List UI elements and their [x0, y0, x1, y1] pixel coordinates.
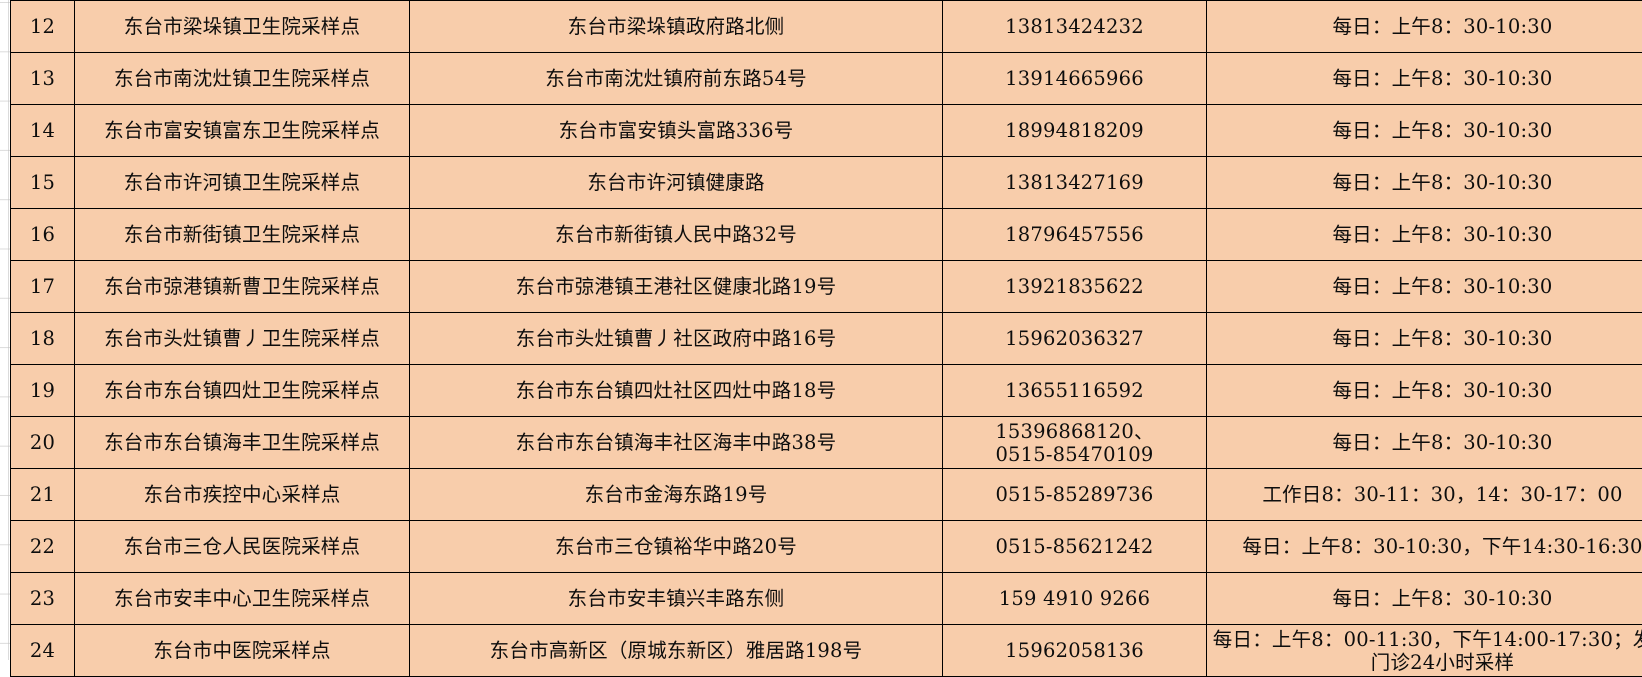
cell-phone[interactable]: 0515-85621242 — [943, 521, 1207, 573]
cell-address[interactable]: 东台市富安镇头富路336号 — [410, 105, 943, 157]
cell-index[interactable]: 15 — [11, 157, 75, 209]
cell-site-name[interactable]: 东台市安丰中心卫生院采样点 — [75, 573, 410, 625]
cell-sampling-time[interactable]: 每日：上午8：30-10:30 — [1207, 53, 1642, 105]
cell-site-name[interactable]: 东台市头灶镇曹丿卫生院采样点 — [75, 313, 410, 365]
cell-sampling-time[interactable]: 每日：上午8：30-10:30 — [1207, 417, 1642, 469]
cell-sampling-time[interactable]: 每日：上午8：30-10:30 — [1207, 157, 1642, 209]
cell-site-name[interactable]: 东台市梁垛镇卫生院采样点 — [75, 1, 410, 53]
cell-site-name[interactable]: 东台市疾控中心采样点 — [75, 469, 410, 521]
cell-site-name[interactable]: 东台市富安镇富东卫生院采样点 — [75, 105, 410, 157]
cell-site-name[interactable]: 东台市东台镇四灶卫生院采样点 — [75, 365, 410, 417]
cell-index[interactable]: 18 — [11, 313, 75, 365]
cell-address[interactable]: 东台市梁垛镇政府路北侧 — [410, 1, 943, 53]
cell-site-name[interactable]: 东台市三仓人民医院采样点 — [75, 521, 410, 573]
cell-index[interactable]: 19 — [11, 365, 75, 417]
cell-phone[interactable]: 15396868120、 0515-85470109 — [943, 417, 1207, 469]
cell-phone[interactable]: 159 4910 9266 — [943, 573, 1207, 625]
cell-sampling-time[interactable]: 每日：上午8：30-10:30 — [1207, 573, 1642, 625]
cell-sampling-time[interactable]: 每日：上午8：30-10:30 — [1207, 1, 1642, 53]
cell-phone[interactable]: 0515-85289736 — [943, 469, 1207, 521]
cell-sampling-time[interactable]: 每日：上午8：30-10:30 — [1207, 209, 1642, 261]
cell-index[interactable]: 14 — [11, 105, 75, 157]
cell-sampling-time[interactable]: 每日：上午8：30-10:30 — [1207, 313, 1642, 365]
cell-address[interactable]: 东台市新街镇人民中路32号 — [410, 209, 943, 261]
cell-index[interactable]: 22 — [11, 521, 75, 573]
cell-address[interactable]: 东台市高新区（原城东新区）雅居路198号 — [410, 625, 943, 677]
cell-sampling-time[interactable]: 每日：上午8：30-10:30 — [1207, 105, 1642, 157]
cell-sampling-time[interactable]: 工作日8：30-11：30，14：30-17：00 — [1207, 469, 1642, 521]
cell-phone[interactable]: 15962058136 — [943, 625, 1207, 677]
cell-address[interactable]: 东台市南沈灶镇府前东路54号 — [410, 53, 943, 105]
cell-phone[interactable]: 15962036327 — [943, 313, 1207, 365]
cell-site-name[interactable]: 东台市东台镇海丰卫生院采样点 — [75, 417, 410, 469]
cell-phone[interactable]: 18796457556 — [943, 209, 1207, 261]
cell-sampling-time[interactable]: 每日：上午8：00-11:30，下午14:00-17:30；发热门诊24小时采样 — [1207, 625, 1642, 677]
cell-phone[interactable]: 13813424232 — [943, 1, 1207, 53]
cell-phone[interactable]: 13914665966 — [943, 53, 1207, 105]
cell-site-name[interactable]: 东台市中医院采样点 — [75, 625, 410, 677]
cell-site-name[interactable]: 东台市许河镇卫生院采样点 — [75, 157, 410, 209]
cell-index[interactable]: 13 — [11, 53, 75, 105]
cell-phone[interactable]: 13921835622 — [943, 261, 1207, 313]
cell-site-name[interactable]: 东台市弶港镇新曹卫生院采样点 — [75, 261, 410, 313]
cell-address[interactable]: 东台市安丰镇兴丰路东侧 — [410, 573, 943, 625]
cell-address[interactable]: 东台市许河镇健康路 — [410, 157, 943, 209]
cell-address[interactable]: 东台市金海东路19号 — [410, 469, 943, 521]
cell-address[interactable]: 东台市三仓镇裕华中路20号 — [410, 521, 943, 573]
cell-index[interactable]: 24 — [11, 625, 75, 677]
cell-index[interactable]: 21 — [11, 469, 75, 521]
cell-index[interactable]: 16 — [11, 209, 75, 261]
cell-address[interactable]: 东台市东台镇四灶社区四灶中路18号 — [410, 365, 943, 417]
cell-phone[interactable]: 18994818209 — [943, 105, 1207, 157]
cell-sampling-time[interactable]: 每日：上午8：30-10:30，下午14:30-16:30 — [1207, 521, 1642, 573]
cell-address[interactable]: 东台市弶港镇王港社区健康北路19号 — [410, 261, 943, 313]
cell-index[interactable]: 23 — [11, 573, 75, 625]
cell-site-name[interactable]: 东台市南沈灶镇卫生院采样点 — [75, 53, 410, 105]
cell-index[interactable]: 17 — [11, 261, 75, 313]
cell-phone[interactable]: 13655116592 — [943, 365, 1207, 417]
cell-sampling-time[interactable]: 每日：上午8：30-10:30 — [1207, 261, 1642, 313]
cell-address[interactable]: 东台市东台镇海丰社区海丰中路38号 — [410, 417, 943, 469]
cell-address[interactable]: 东台市头灶镇曹丿社区政府中路16号 — [410, 313, 943, 365]
cell-sampling-time[interactable]: 每日：上午8：30-10:30 — [1207, 365, 1642, 417]
cell-site-name[interactable]: 东台市新街镇卫生院采样点 — [75, 209, 410, 261]
cell-index[interactable]: 20 — [11, 417, 75, 469]
cell-phone[interactable]: 13813427169 — [943, 157, 1207, 209]
cell-index[interactable]: 12 — [11, 1, 75, 53]
